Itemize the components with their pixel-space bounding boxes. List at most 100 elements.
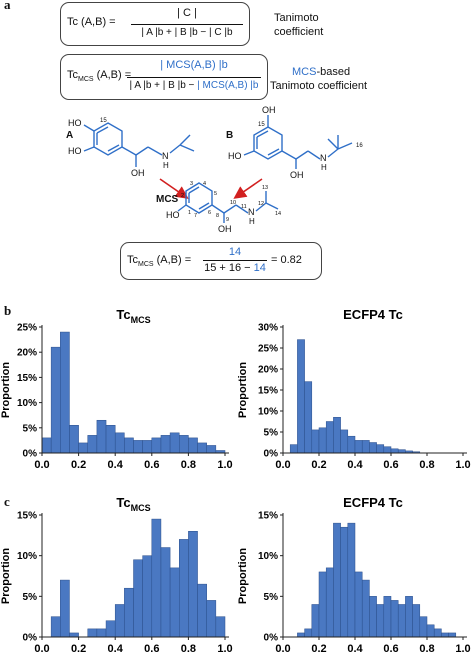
hist-0-xtick-2: 0.4	[108, 459, 124, 471]
hist-2-bar-10	[133, 559, 143, 638]
hist-2-xtick-0: 0.0	[34, 643, 49, 655]
hist-2-xtick-1: 0.2	[71, 643, 86, 655]
hist-0-bar-9	[124, 437, 134, 454]
hist-1-xtick-2: 0.4	[347, 459, 363, 471]
mcs-caption-1: MCS-based	[292, 66, 350, 78]
result-formula-box: TcMCS (A,B) = 14 15 + 16 − 14 = 0.82	[120, 242, 322, 280]
hist-1-bar-16	[397, 449, 406, 454]
hist-0-xtick-4: 0.8	[181, 459, 196, 471]
hist-2-title: TcMCS	[116, 495, 150, 513]
molecule-b-oh-top: OH	[262, 105, 276, 115]
hist-3-ylabel: Proportion	[237, 548, 249, 604]
hist-1-bar-9	[347, 435, 356, 454]
hist-0-bar-3	[69, 425, 79, 454]
mcs-lhs-sub: MCS	[78, 76, 94, 84]
molecule-a-label: A	[66, 130, 73, 141]
hist-2-xtick-2: 0.4	[108, 643, 124, 655]
mcs-molecule-label: MCS	[156, 194, 179, 205]
molecule-mcs	[177, 182, 279, 223]
hist-1-bar-4	[311, 429, 320, 454]
result-denominator-black: 15 + 16 −	[204, 262, 254, 274]
hist-3-bar-23	[448, 632, 457, 638]
result-lhs-sub: MCS	[138, 261, 154, 269]
hist-1-ytick-0: 0%	[264, 449, 279, 460]
hist-0-bar-18	[206, 445, 217, 454]
hist-3-bar-5	[318, 571, 327, 638]
tanimoto-formula-box: Tc (A,B) = | C | | A |b + | B |b − | C |…	[60, 2, 250, 46]
hist-0-bar-15	[179, 435, 189, 454]
hist-3-bar-19	[419, 616, 428, 638]
hist-3-bar-11	[361, 579, 370, 638]
hist-2-bar-9	[124, 587, 134, 638]
molecule-a-ho-top: HO	[68, 118, 82, 128]
hist-2-bar-2	[60, 579, 70, 638]
hist-1-bar-14	[383, 446, 392, 454]
hist-1-bar-11	[361, 440, 370, 454]
hist-1-bar-7	[333, 417, 341, 454]
molecule-b-h: H	[321, 163, 327, 172]
molecule-a-atom-15: 15	[100, 118, 107, 124]
hist-1-xtick-4: 0.8	[419, 459, 434, 471]
hist-0-ytick-4: 20%	[17, 348, 37, 359]
hist-0-bar-5	[87, 435, 98, 454]
hist-3-bar-22	[441, 632, 449, 638]
molecule-b-oh: OH	[290, 170, 304, 180]
tanimoto-denominator: | A |b + | B |b − | C |b	[141, 27, 233, 38]
hist-3-bar-13	[376, 604, 385, 638]
hist-3-xtick-3: 0.6	[383, 643, 398, 655]
hist-1-ytick-3: 15%	[258, 386, 278, 397]
panel-label-b: b	[4, 303, 12, 318]
hist-1-bar-10	[354, 440, 363, 454]
mcs-caption-blue: MCS	[292, 66, 317, 78]
hist-2-title-sub: MCS	[131, 503, 151, 513]
hist-2-bar-3	[69, 632, 79, 638]
molecule-a-h: H	[163, 161, 169, 170]
hist-3-bar-8	[340, 526, 349, 638]
hist-2-ytick-0: 0%	[23, 633, 38, 644]
mcs-denominator-black: | A |b + | B |b −	[129, 80, 198, 91]
hist-0-bar-13	[160, 435, 171, 454]
hist-1-bar-12	[369, 442, 377, 454]
result-fraction-bar	[203, 260, 267, 261]
histogram-ecfp4-b: ECFP4 Tc 0.0 0.2 0.4 0.6 0.8 1.0 0% 5% 10% 15% 20% 2…	[237, 307, 471, 471]
hist-0-title-main: Tc	[116, 307, 130, 322]
hist-0-ytick-2: 10%	[17, 398, 37, 409]
hist-1-ytick-5: 25%	[258, 344, 278, 355]
hist-2-bar-7	[105, 620, 116, 638]
hist-0-ytick-5: 25%	[17, 323, 37, 334]
mcs-atom-4: 4	[203, 181, 206, 187]
mcs-atom-13: 13	[262, 185, 268, 191]
mcs-atom-9: 9	[226, 217, 229, 223]
hist-0-bar-0	[41, 437, 52, 454]
histogram-ecfp4-c: ECFP4 Tc 0.0 0.2 0.4 0.6 0.8 1.0 0% 5% 10% 15% Prop…	[237, 495, 471, 655]
histogram-tcmcs-b: TcMCS 0.0 0.2 0.4 0.6 0.8 1.0 0% 5% 10% 15% 20% 25% P…	[0, 307, 233, 471]
result-denominator-blue: 14	[253, 262, 266, 274]
hist-1-xtick-3: 0.6	[383, 459, 398, 471]
mcs-atom-14: 14	[275, 211, 281, 217]
mcs-atom-11: 11	[241, 204, 247, 210]
hist-3-bar-12	[369, 596, 377, 638]
hist-3-bar-3	[304, 628, 313, 638]
hist-3-bar-20	[426, 624, 435, 638]
hist-0-ytick-3: 15%	[17, 373, 37, 384]
mcs-atom-8: 8	[216, 213, 219, 219]
arrow-b-to-mcs	[233, 178, 263, 199]
mcs-molecule-oh: OH	[218, 224, 232, 234]
hist-0-bar-16	[188, 437, 198, 454]
hist-0-bar-8	[114, 432, 125, 454]
molecule-b-atom-15: 15	[258, 122, 265, 128]
hist-0-bar-1	[50, 346, 61, 454]
hist-2-bar-16	[188, 531, 198, 638]
hist-2-bar-12	[151, 518, 162, 638]
hist-2-bar-17	[197, 583, 207, 638]
mcs-denominator: | A |b + | B |b − | MCS(A,B) |b	[123, 80, 265, 91]
hist-0-bar-2	[60, 331, 70, 454]
mcs-caption-rest: -based	[316, 66, 351, 78]
hist-3-ytick-0: 0%	[264, 633, 279, 644]
result-lhs: TcMCS (A,B) =	[127, 254, 191, 268]
mcs-atom-10: 10	[230, 200, 236, 206]
hist-2-xtick-3: 0.6	[144, 643, 159, 655]
hist-3-bar-9	[347, 522, 356, 638]
hist-2-bar-5	[87, 628, 98, 638]
hist-1-ytick-1: 5%	[264, 428, 279, 439]
